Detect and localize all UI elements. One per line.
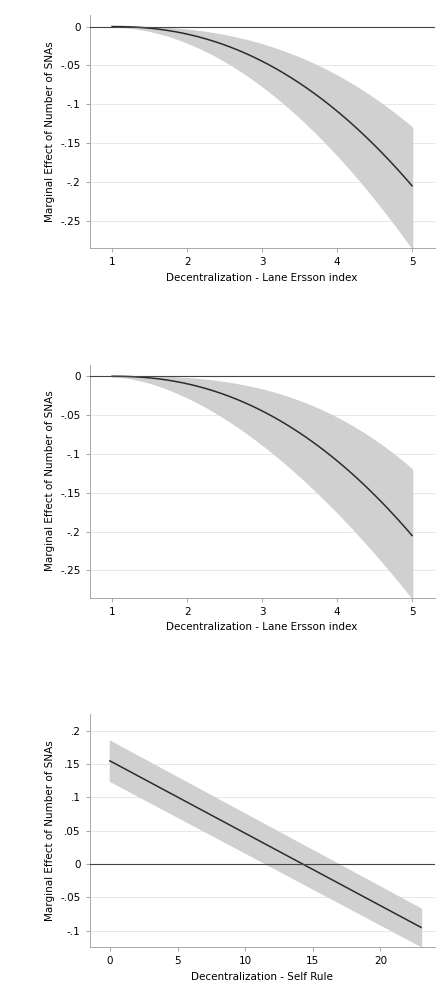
X-axis label: Decentralization - Lane Ersson index: Decentralization - Lane Ersson index xyxy=(166,273,358,283)
X-axis label: Decentralization - Self Rule: Decentralization - Self Rule xyxy=(191,972,333,982)
X-axis label: Decentralization - Lane Ersson index: Decentralization - Lane Ersson index xyxy=(166,622,358,632)
Y-axis label: Marginal Effect of Number of SNAs: Marginal Effect of Number of SNAs xyxy=(45,391,55,571)
Y-axis label: Marginal Effect of Number of SNAs: Marginal Effect of Number of SNAs xyxy=(45,41,55,222)
Y-axis label: Marginal Effect of Number of SNAs: Marginal Effect of Number of SNAs xyxy=(45,740,55,922)
